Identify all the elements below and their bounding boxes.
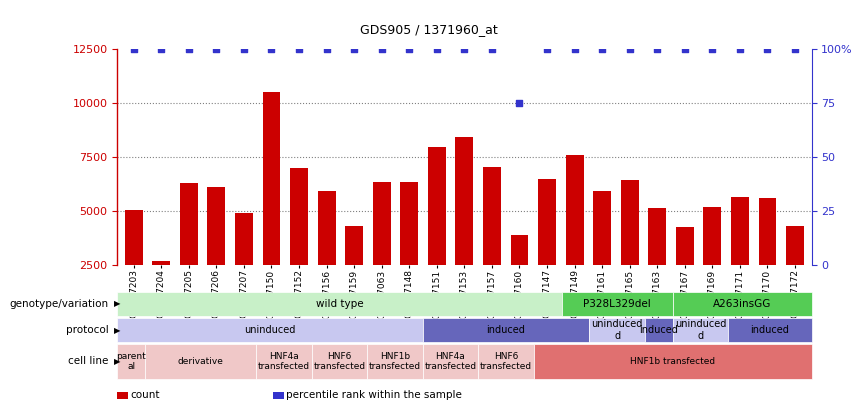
Point [650, 45, 664, 52]
Bar [207, 187, 226, 320]
Bar [566, 155, 583, 320]
Point [375, 45, 389, 52]
Bar [483, 167, 501, 320]
Text: HNF6
transfected: HNF6 transfected [480, 352, 532, 371]
Point [347, 45, 361, 52]
Text: parent
al: parent al [116, 352, 146, 371]
Bar [538, 179, 556, 320]
Bar [290, 168, 308, 320]
Point [403, 45, 417, 52]
Bar [400, 182, 418, 320]
Text: protocol: protocol [66, 325, 108, 335]
Point [293, 45, 306, 52]
Point [182, 45, 196, 52]
Point [209, 45, 223, 52]
Point [457, 45, 471, 52]
Text: induced: induced [487, 325, 525, 335]
Bar [621, 180, 639, 320]
Text: wild type: wild type [316, 299, 363, 309]
Point [485, 45, 499, 52]
Bar [759, 198, 777, 320]
Point [512, 100, 526, 106]
Text: ▶: ▶ [114, 299, 120, 308]
Point [788, 45, 802, 52]
Text: uninduced: uninduced [244, 325, 296, 335]
Bar [648, 208, 667, 320]
Bar [703, 207, 721, 320]
Bar [593, 190, 611, 320]
Text: induced: induced [751, 325, 789, 335]
Point [760, 45, 774, 52]
Text: count: count [130, 390, 160, 400]
Text: derivative: derivative [178, 357, 223, 366]
Text: uninduced
d: uninduced d [591, 319, 643, 341]
Bar [510, 235, 529, 320]
Text: ▶: ▶ [114, 357, 120, 366]
Text: HNF4a
transfected: HNF4a transfected [258, 352, 310, 371]
Bar [125, 210, 142, 320]
Text: cell line: cell line [68, 356, 108, 367]
Bar [235, 213, 253, 320]
Text: HNF1b transfected: HNF1b transfected [630, 357, 715, 366]
Bar [152, 261, 170, 320]
Point [430, 45, 444, 52]
Text: HNF4a
transfected: HNF4a transfected [424, 352, 477, 371]
Bar [318, 190, 336, 320]
Bar [456, 137, 473, 320]
Point [265, 45, 279, 52]
Bar [731, 197, 749, 320]
Text: HNF6
transfected: HNF6 transfected [313, 352, 365, 371]
Text: genotype/variation: genotype/variation [10, 299, 108, 309]
Bar [345, 226, 363, 320]
Text: P328L329del: P328L329del [583, 299, 651, 309]
Point [237, 45, 251, 52]
Bar [180, 183, 198, 320]
Bar [262, 92, 280, 320]
Text: induced: induced [640, 325, 678, 335]
Text: HNF1b
transfected: HNF1b transfected [369, 352, 421, 371]
Point [706, 45, 720, 52]
Point [678, 45, 692, 52]
Text: A263insGG: A263insGG [713, 299, 772, 309]
Text: uninduced
d: uninduced d [674, 319, 727, 341]
Point [568, 45, 582, 52]
Bar [676, 227, 694, 320]
Bar [372, 182, 391, 320]
Bar [428, 147, 446, 320]
Point [319, 45, 333, 52]
Point [733, 45, 746, 52]
Text: ▶: ▶ [114, 326, 120, 335]
Point [127, 45, 141, 52]
Point [595, 45, 609, 52]
Text: GDS905 / 1371960_at: GDS905 / 1371960_at [360, 23, 498, 36]
Text: percentile rank within the sample: percentile rank within the sample [286, 390, 463, 400]
Point [155, 45, 168, 52]
Point [540, 45, 554, 52]
Point [622, 45, 636, 52]
Bar [786, 226, 804, 320]
